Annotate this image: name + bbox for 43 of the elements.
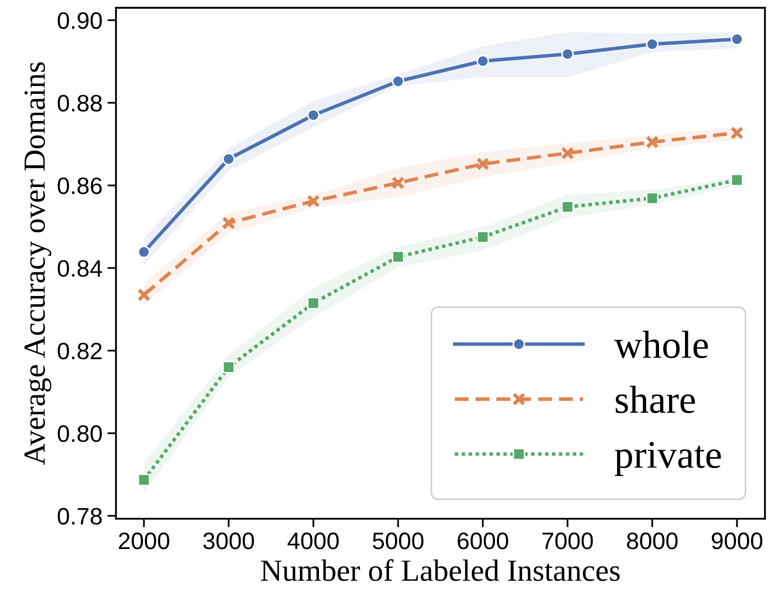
- point: [307, 296, 320, 310]
- x-tick-label: 3000: [203, 532, 254, 550]
- legend-label: share: [616, 386, 695, 414]
- y-tick-label: 0.78: [58, 508, 102, 525]
- point: [307, 108, 320, 122]
- y-tick-label: 0.90: [58, 12, 102, 29]
- legend-label: whole: [614, 330, 708, 358]
- x-tick-label: 9000: [712, 532, 762, 550]
- x-tick-label: 5000: [372, 532, 424, 550]
- point: [646, 135, 659, 149]
- point: [306, 194, 320, 208]
- x-tick-label: 8000: [627, 532, 678, 550]
- point: [392, 250, 404, 264]
- point: [646, 38, 658, 50]
- point: [476, 54, 490, 68]
- y-tick-label: 0.88: [58, 94, 102, 112]
- point: [561, 48, 574, 60]
- y-tick-label: 0.86: [58, 177, 102, 194]
- point: [222, 360, 235, 374]
- point: [138, 246, 150, 258]
- x-tick-label: 2000: [118, 532, 170, 550]
- y-axis-title: Average Accuracy over Domains: [24, 62, 52, 466]
- y-tick-label: 0.82: [58, 342, 102, 360]
- x-tick-label: 4000: [288, 532, 339, 550]
- point: [391, 176, 405, 190]
- point: [560, 146, 574, 160]
- point: [730, 32, 744, 46]
- point: [222, 152, 235, 166]
- legend-label: private: [614, 442, 721, 476]
- point: [561, 200, 574, 214]
- point: [138, 474, 150, 486]
- x-tick-label: 6000: [458, 532, 508, 550]
- point: [137, 288, 151, 302]
- point: [476, 230, 490, 244]
- point: [392, 75, 404, 88]
- point: [222, 216, 236, 230]
- point: [730, 126, 744, 140]
- y-tick-label: 0.84: [58, 260, 102, 277]
- x-axis-title: Number of Labeled Instances: [261, 559, 620, 581]
- point: [730, 174, 744, 186]
- x-tick-label: 7000: [542, 532, 593, 550]
- point: [476, 157, 490, 171]
- y-tick-label: 0.80: [58, 425, 102, 442]
